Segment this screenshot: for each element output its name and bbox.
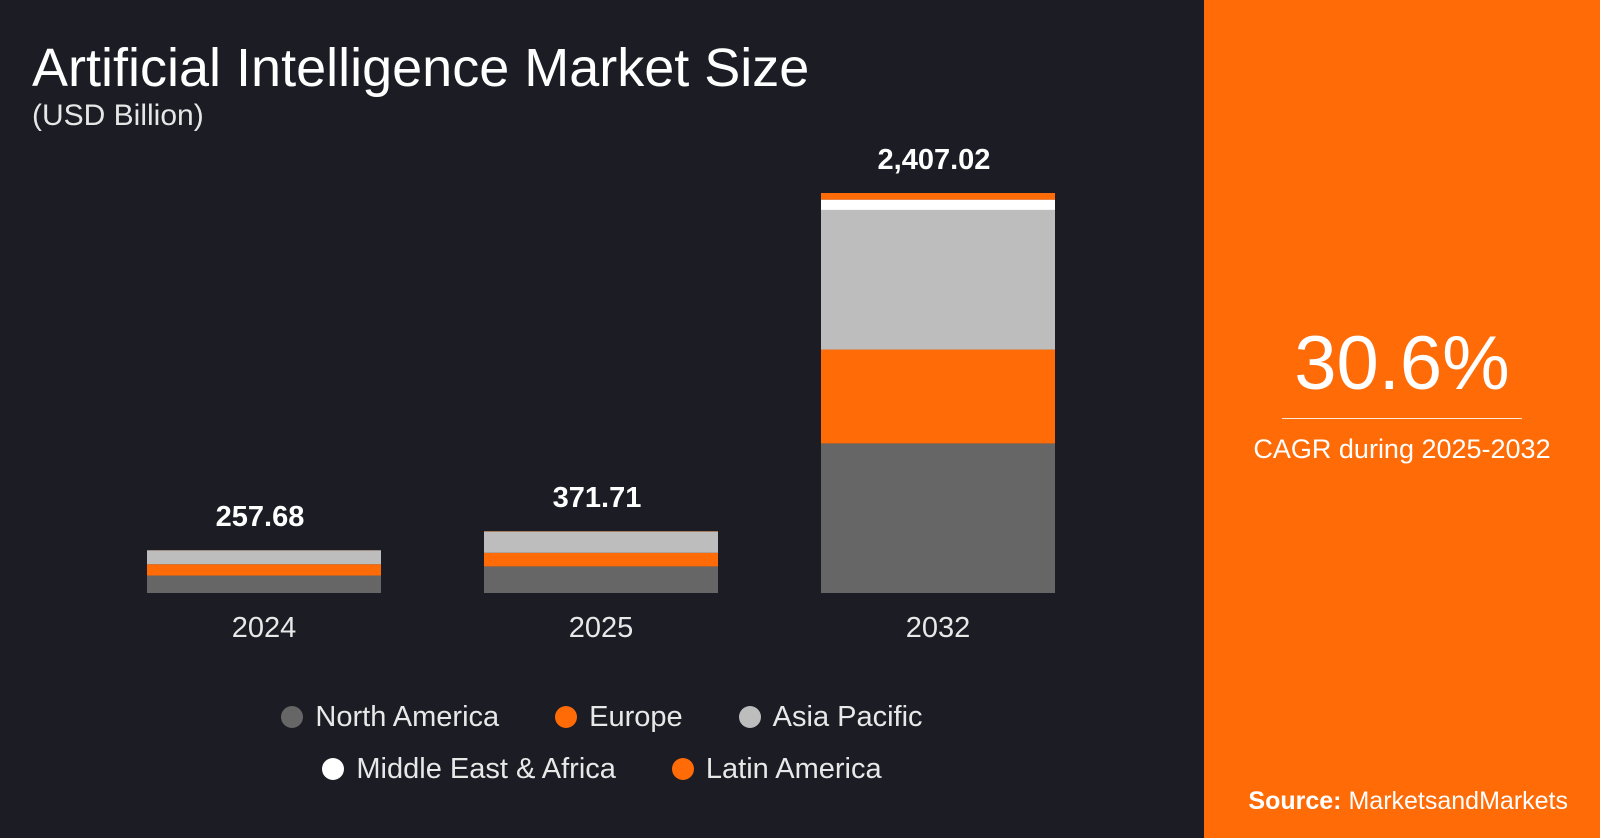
bar-segment-2024-asia-pacific xyxy=(147,550,381,565)
bar-segment-2032-asia-pacific xyxy=(821,209,1055,350)
chart-panel: Artificial Intelligence Market Size (USD… xyxy=(0,38,1204,786)
bar-segment-2025-europe xyxy=(484,552,718,567)
legend-dot-north-america xyxy=(281,706,304,728)
legend-item-north-america: North America xyxy=(281,700,499,734)
legend-label-asia-pacific: Asia Pacific xyxy=(772,701,923,733)
source-label: Source: xyxy=(1248,787,1342,815)
stacked-bar-chart: 257.68 2024 371.71 2025 2,407.02 2032 xyxy=(147,144,1055,644)
x-tick-label-2025: 2025 xyxy=(569,612,634,644)
chart-subtitle: (USD Billion) xyxy=(32,99,204,132)
bar-segment-2032-latin-america xyxy=(821,193,1055,200)
bar-total-label-2032: 2,407.02 xyxy=(878,144,991,176)
legend-label-europe: Europe xyxy=(589,701,683,733)
source-value: MarketsandMarkets xyxy=(1348,787,1568,815)
legend-item-latin-america: Latin America xyxy=(671,752,882,786)
bar-total-label-2024: 257.68 xyxy=(216,501,305,533)
cagr-block: 30.6% CAGR during 2025-2032 xyxy=(1204,320,1600,465)
bar-segment-2032-north-america xyxy=(821,443,1055,593)
cagr-label: CAGR during 2025-2032 xyxy=(1253,434,1551,464)
bar-segment-2024-europe xyxy=(147,564,381,576)
bar-segment-2025-asia-pacific xyxy=(484,531,718,553)
cagr-value: 30.6% xyxy=(1294,321,1510,406)
chart-title: Artificial Intelligence Market Size xyxy=(32,38,810,98)
bar-total-label-2025: 371.71 xyxy=(553,482,642,514)
legend-label-north-america: North America xyxy=(315,701,500,733)
legend-label-latin-america: Latin America xyxy=(705,753,882,785)
cagr-divider xyxy=(1282,418,1522,419)
cagr-panel: 30.6% CAGR during 2025-2032 Source: Mark… xyxy=(1204,0,1600,838)
source-note: Source: MarketsandMarkets xyxy=(1248,786,1568,816)
bar-segment-2032-europe xyxy=(821,349,1055,444)
legend-dot-europe xyxy=(555,706,578,728)
legend-dot-middle-east-africa xyxy=(322,758,345,780)
x-tick-label-2032: 2032 xyxy=(906,612,971,644)
legend-label-middle-east-africa: Middle East & Africa xyxy=(356,753,616,785)
legend-item-europe: Europe xyxy=(555,700,683,734)
bar-segment-2025-north-america xyxy=(484,566,718,593)
legend-dot-asia-pacific xyxy=(738,706,761,728)
legend-dot-latin-america xyxy=(671,758,694,780)
legend-item-asia-pacific: Asia Pacific xyxy=(738,700,923,734)
legend-item-middle-east-africa: Middle East & Africa xyxy=(322,752,616,786)
legend-row-2: Middle East & Africa Latin America xyxy=(0,752,1204,786)
legend-row-1: North America Europe Asia Pacific xyxy=(0,700,1204,734)
bar-segment-2032-middle-east-africa xyxy=(821,199,1055,210)
x-tick-label-2024: 2024 xyxy=(232,612,297,644)
bar-segment-2024-north-america xyxy=(147,575,381,593)
